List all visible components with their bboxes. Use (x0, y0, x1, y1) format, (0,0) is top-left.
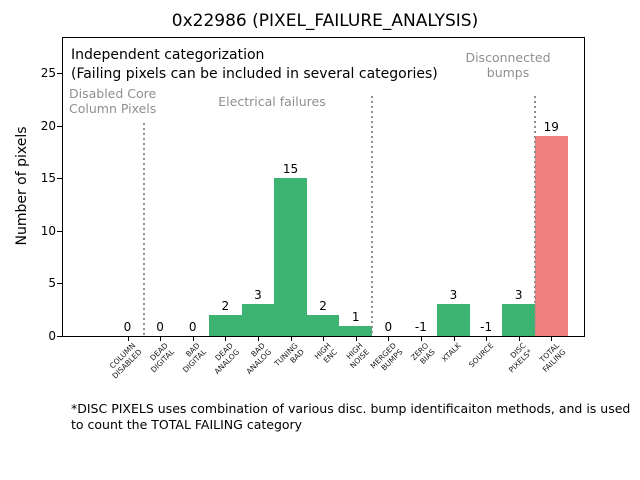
bar-value-label: 19 (543, 120, 559, 135)
x-tick-mark (257, 337, 259, 341)
bar (339, 325, 372, 336)
bar (241, 304, 275, 336)
annotation-electrical-failures: Electrical failures (218, 94, 326, 109)
bar-value-label: 2 (319, 299, 327, 313)
x-tick-mark (486, 337, 488, 341)
x-tick-label: TUNING BAD (272, 341, 307, 369)
y-tick-mark (57, 178, 62, 180)
y-tick-label: 5 (48, 276, 56, 291)
x-tick-mark (388, 337, 390, 341)
x-tick-label: TOTAL FAILING (537, 341, 568, 375)
y-tick-mark (57, 283, 62, 285)
bar-value-label: 3 (514, 288, 523, 303)
group-separator-line (142, 123, 145, 336)
x-tick-mark (355, 337, 357, 341)
x-tick-label: MERGED BUMPS (368, 341, 405, 373)
x-tick-label: HIGH ENC (312, 341, 339, 365)
bar-value-label: 0 (384, 320, 393, 334)
annotation-independent-categorization: Independent categorization (Failing pixe… (71, 47, 438, 82)
x-tick-mark (551, 337, 553, 341)
y-tick-mark (57, 73, 62, 74)
x-tick-label: DISC PIXELS* (507, 341, 535, 375)
y-tick-label: 15 (40, 171, 56, 186)
bar (306, 315, 340, 336)
y-axis-label: Number of pixels (14, 126, 30, 246)
bar-value-label: 2 (221, 299, 230, 313)
y-tick-label: 20 (40, 118, 56, 133)
bar (437, 304, 470, 336)
bar (502, 304, 535, 336)
chart-title: 0x22986 (PIXEL_FAILURE_ANALYSIS) (171, 11, 479, 31)
bar-value-label: 1 (351, 309, 360, 324)
annotation-disabled-core-column-pixels: Disabled Core Column Pixels (69, 86, 157, 116)
plot-frame (62, 37, 585, 337)
group-separator-line (371, 96, 373, 336)
bar-value-label: 15 (282, 162, 299, 177)
x-tick-label: DEAD DIGITAL (147, 341, 176, 375)
bar-value-label: 0 (123, 320, 132, 334)
x-tick-label: BAD DIGITAL (181, 341, 209, 375)
x-tick-mark (127, 337, 129, 341)
x-tick-label: ZERO BIAS (409, 341, 437, 366)
x-tick-label: XTALK (440, 341, 463, 364)
bar (274, 178, 307, 336)
y-tick-label: 0 (48, 329, 56, 343)
bar-value-label: -1 (480, 320, 493, 334)
bar-value-label: 0 (188, 320, 197, 334)
x-tick-mark (420, 337, 422, 341)
x-tick-label: DEAD ANALOG (212, 341, 242, 377)
y-tick-mark (57, 125, 62, 127)
x-tick-mark (225, 337, 227, 341)
x-tick-mark (160, 337, 162, 341)
bar-value-label: 3 (449, 288, 458, 303)
group-separator-line (534, 96, 536, 336)
x-tick-mark (518, 337, 520, 341)
y-tick-label: 10 (40, 223, 56, 238)
x-tick-mark (192, 337, 194, 341)
y-tick-mark (57, 230, 62, 232)
bar-value-label: 0 (156, 320, 164, 334)
x-tick-mark (323, 337, 325, 341)
footnote: *DISC PIXELS uses combination of various… (71, 401, 631, 432)
x-tick-label: HIGH NOISE (345, 341, 372, 371)
bar-value-label: 3 (254, 288, 262, 303)
y-tick-label: 25 (40, 66, 56, 80)
x-tick-label: COLUMN DISABLED (107, 341, 144, 381)
x-tick-label: BAD ANALOG (244, 341, 274, 377)
bar (209, 315, 242, 336)
bar (535, 136, 568, 336)
x-tick-mark (453, 337, 455, 341)
x-tick-label: SOURCE (467, 341, 496, 370)
annotation-disconnected-bumps: Disconnected bumps (465, 50, 551, 80)
x-tick-mark (290, 337, 292, 341)
bar-value-label: -1 (414, 320, 427, 334)
y-tick-mark (57, 336, 62, 337)
